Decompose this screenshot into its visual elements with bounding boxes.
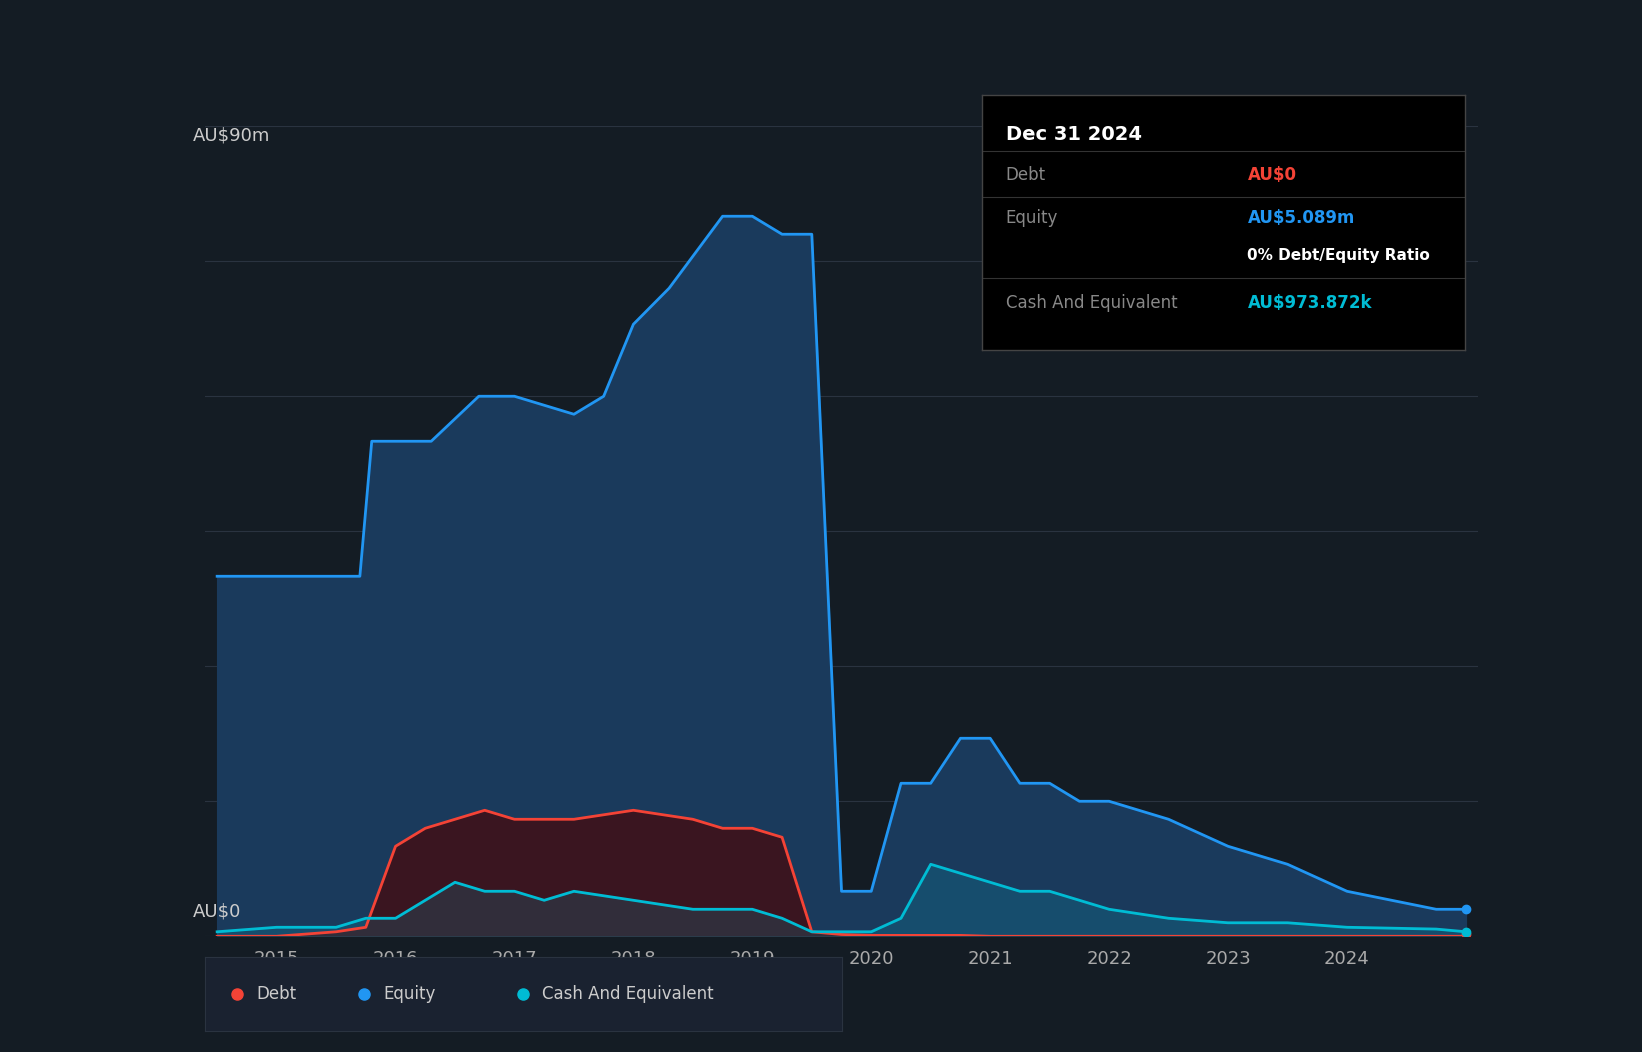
Text: Debt: Debt	[256, 985, 296, 1004]
Text: AU$0: AU$0	[1248, 166, 1297, 184]
Text: Cash And Equivalent: Cash And Equivalent	[1005, 294, 1177, 311]
Text: Equity: Equity	[1005, 209, 1057, 227]
Text: AU$90m: AU$90m	[192, 126, 269, 144]
Text: Equity: Equity	[384, 985, 435, 1004]
Text: 0% Debt/Equity Ratio: 0% Debt/Equity Ratio	[1248, 247, 1430, 263]
Text: Cash And Equivalent: Cash And Equivalent	[542, 985, 714, 1004]
Text: AU$973.872k: AU$973.872k	[1248, 294, 1373, 311]
Text: Debt: Debt	[1005, 166, 1046, 184]
Text: AU$0: AU$0	[192, 902, 241, 920]
Text: AU$5.089m: AU$5.089m	[1248, 209, 1355, 227]
Text: Dec 31 2024: Dec 31 2024	[1005, 125, 1141, 144]
